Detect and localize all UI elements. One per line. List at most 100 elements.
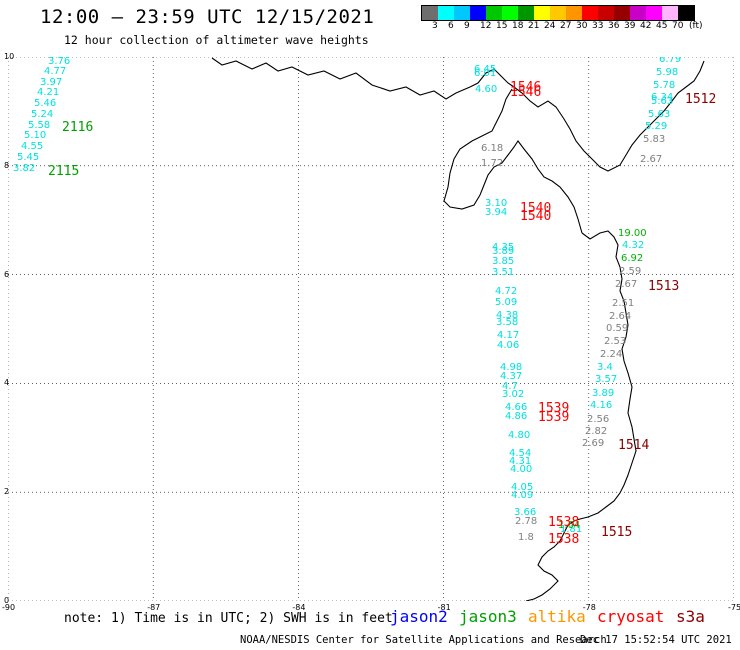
scale-swatch: [470, 6, 486, 20]
scale-swatch: [534, 6, 550, 20]
coastline-gulf-of-panama: [443, 88, 583, 234]
wave-height-reading: 4.66: [505, 402, 527, 413]
satellite-pass-id: 1538: [548, 532, 579, 547]
satellite-pass-id: 1546: [510, 80, 541, 95]
wave-height-reading: 3.02: [502, 389, 524, 400]
wave-height-reading: 3.76: [48, 57, 70, 67]
scale-unit: (ft): [689, 21, 703, 31]
scale-label: 33: [592, 21, 604, 31]
wave-height-readings: 3.764.773.974.215.465.245.585.104.555.45…: [13, 57, 681, 543]
wave-height-reading: 4.38: [496, 310, 518, 321]
satellite-pass-id: 1512: [685, 92, 716, 107]
latitude-tick-label: 6: [4, 269, 10, 279]
wave-height-color-scale: [421, 5, 695, 21]
satellite-pass-id: 1538: [548, 515, 579, 530]
wave-height-reading: 5.24: [31, 109, 53, 120]
scale-swatch: [550, 6, 566, 20]
wave-height-reading: 2.59: [619, 266, 641, 277]
wave-height-reading: 6.45: [474, 64, 496, 75]
longitude-tick-label: -87: [147, 603, 161, 612]
coastline-panama-north: [211, 57, 705, 172]
scale-label: 3: [432, 21, 438, 31]
wave-height-reading: 2.82: [585, 426, 607, 437]
wave-height-reading: 5.78: [653, 80, 675, 91]
wave-height-reading: 3.97: [40, 77, 62, 88]
scale-swatch: [502, 6, 518, 20]
wave-height-reading: 1.64: [558, 520, 580, 531]
scale-swatch: [662, 6, 678, 20]
latitude-tick-label: 2: [4, 487, 10, 497]
wave-height-reading: 3.89: [492, 246, 514, 257]
latitude-tick-label: 0: [4, 596, 10, 605]
scale-swatch: [598, 6, 614, 20]
scale-label: 30: [576, 21, 588, 31]
satellite-pass-id: 2116: [62, 120, 93, 135]
wave-height-reading: 5.63: [651, 96, 673, 107]
wave-height-reading: 4.09: [511, 490, 533, 501]
wave-height-reading: 4.72: [495, 286, 517, 297]
wave-height-reading: 6.18: [481, 143, 503, 154]
wave-height-reading: 3.82: [13, 163, 35, 174]
coastline: [211, 57, 705, 601]
wave-height-reading: 6.79: [659, 57, 681, 65]
satellite-pass-id: 1546: [510, 85, 541, 100]
wave-height-reading: 2.51: [612, 298, 634, 309]
scale-swatch: [678, 6, 694, 20]
scale-swatch: [486, 6, 502, 20]
scale-swatch: [630, 6, 646, 20]
wave-height-reading: 3.10: [485, 198, 507, 209]
satellite-pass-id: 1539: [538, 401, 569, 416]
wave-height-reading: 4.86: [505, 411, 527, 422]
longitude-tick-label: -78: [582, 603, 596, 612]
scale-swatch: [454, 6, 470, 20]
scale-label: 39: [624, 21, 636, 31]
wave-height-reading: 4.32: [622, 240, 644, 251]
map-grid: [8, 57, 734, 601]
wave-height-reading: 1.8: [518, 532, 534, 543]
scale-swatch: [646, 6, 662, 20]
latitude-tick-label: 10: [4, 52, 15, 61]
scale-swatch: [438, 6, 454, 20]
wave-height-reading: 4.80: [508, 430, 530, 441]
wave-height-reading: 5.45: [17, 152, 39, 163]
wave-height-reading: 4.05: [511, 482, 533, 493]
wave-height-reading: 4.60: [475, 84, 497, 95]
wave-height-reading: 2.24: [600, 349, 622, 360]
wave-height-reading: 4.55: [21, 141, 43, 152]
wave-height-reading: 4.31: [509, 456, 531, 467]
generation-timestamp: Dec 17 15:52:54 UTC 2021: [580, 634, 732, 646]
scale-swatch: [518, 6, 534, 20]
scale-label: 70: [672, 21, 684, 31]
wave-height-reading: 3.94: [485, 207, 507, 218]
wave-height-reading: 1.81: [560, 524, 582, 535]
wave-height-reading: 3.58: [496, 317, 518, 328]
scale-swatch: [566, 6, 582, 20]
scale-label: 9: [464, 21, 470, 31]
wave-height-reading: 5.10: [24, 130, 46, 141]
wave-height-reading: 5.83: [643, 134, 665, 145]
latitude-tick-label: 8: [4, 160, 10, 170]
wave-height-reading: 3.85: [492, 256, 514, 267]
wave-height-reading: 5.98: [656, 67, 678, 78]
wave-height-reading: 4.35: [492, 242, 514, 253]
latitude-tick-label: 4: [4, 378, 10, 388]
satellite-pass-ids: 2116211515461546154015401539153915381538…: [48, 80, 716, 547]
wave-height-reading: 3.89: [592, 388, 614, 399]
wave-height-reading: 19.00: [618, 228, 647, 239]
scale-label: 15: [496, 21, 508, 31]
map-title: 12:00 — 23:59 UTC 12/15/2021: [40, 6, 375, 28]
longitude-tick-label: -90: [2, 603, 16, 612]
wave-height-reading: 4.06: [497, 340, 519, 351]
scale-swatch: [422, 6, 438, 20]
wave-height-reading: 5.58: [28, 120, 50, 131]
scale-label: 42: [640, 21, 652, 31]
satellite-legend-jason3: jason3: [459, 607, 517, 626]
wave-height-reading: 2.67: [640, 154, 662, 165]
satellite-pass-id: 1540: [520, 201, 551, 216]
wave-height-reading: 2.69: [582, 438, 604, 449]
wave-height-reading: 4.77: [44, 66, 66, 77]
longitude-tick-label: -81: [437, 603, 451, 612]
scale-swatch: [582, 6, 598, 20]
wave-height-reading: 4.17: [497, 330, 519, 341]
wave-height-reading: 3.57: [595, 374, 617, 385]
